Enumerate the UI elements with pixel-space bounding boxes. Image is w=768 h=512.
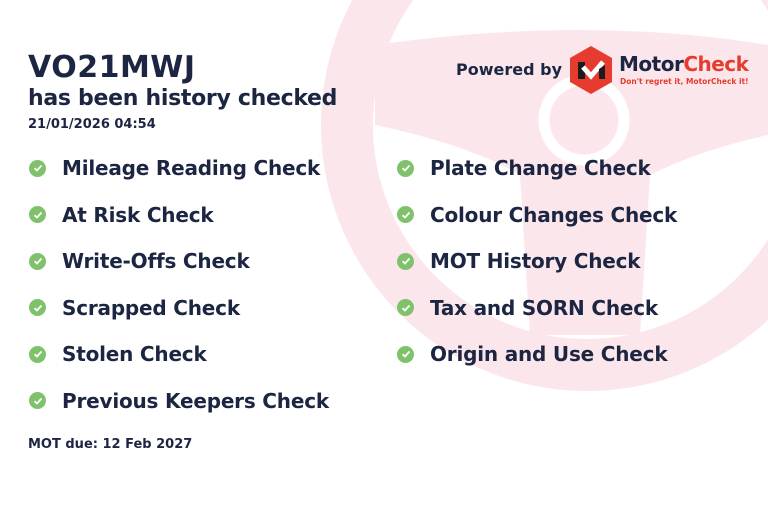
powered-by-label: Powered by bbox=[456, 60, 562, 79]
checked-timestamp: 21/01/2026 04:54 bbox=[28, 117, 156, 132]
check-item: Stolen Check bbox=[29, 342, 207, 366]
vehicle-plate: VO21MWJ bbox=[28, 50, 196, 85]
check-circle-icon bbox=[397, 159, 414, 177]
brand-check: Check bbox=[683, 52, 749, 76]
status-subtitle: has been history checked bbox=[28, 86, 338, 111]
check-label: MOT History Check bbox=[430, 249, 641, 273]
check-circle-icon bbox=[29, 159, 46, 177]
check-item: Origin and Use Check bbox=[397, 342, 668, 366]
check-label: Plate Change Check bbox=[430, 156, 651, 180]
check-label: Origin and Use Check bbox=[430, 342, 668, 366]
check-label: Tax and SORN Check bbox=[430, 295, 658, 320]
check-item: Scrapped Check bbox=[29, 296, 240, 320]
check-label: Colour Changes Check bbox=[430, 202, 678, 227]
brand-tagline: Don't regret it, MotorCheck it! bbox=[620, 77, 749, 86]
check-circle-icon bbox=[29, 299, 46, 316]
check-label: Stolen Check bbox=[62, 342, 207, 366]
check-circle-icon bbox=[29, 206, 46, 223]
motorcheck-brand: MotorCheck bbox=[619, 52, 749, 76]
mot-due: MOT due: 12 Feb 2027 bbox=[28, 437, 193, 452]
brand-motor: Motor bbox=[619, 52, 684, 76]
check-item: Mileage Reading Check bbox=[29, 156, 320, 180]
check-circle-icon bbox=[397, 345, 414, 363]
check-item: At Risk Check bbox=[29, 202, 214, 227]
check-label: Previous Keepers Check bbox=[62, 388, 329, 413]
check-item: Plate Change Check bbox=[397, 156, 651, 180]
check-circle-icon bbox=[397, 206, 414, 223]
check-circle-icon bbox=[29, 252, 46, 270]
check-label: At Risk Check bbox=[62, 202, 214, 227]
check-label: Mileage Reading Check bbox=[62, 156, 321, 180]
check-label: Write-Offs Check bbox=[62, 249, 250, 273]
check-label: Scrapped Check bbox=[62, 295, 240, 320]
check-circle-icon bbox=[29, 345, 46, 363]
motorcheck-logo-icon bbox=[570, 46, 612, 94]
check-circle-icon bbox=[397, 299, 414, 316]
check-circle-icon bbox=[397, 252, 414, 270]
check-item: Tax and SORN Check bbox=[397, 296, 658, 320]
check-item: Colour Changes Check bbox=[397, 203, 677, 227]
check-item: Write-Offs Check bbox=[29, 249, 250, 273]
check-item: Previous Keepers Check bbox=[29, 389, 329, 413]
check-circle-icon bbox=[29, 392, 46, 409]
check-item: MOT History Check bbox=[397, 249, 641, 273]
